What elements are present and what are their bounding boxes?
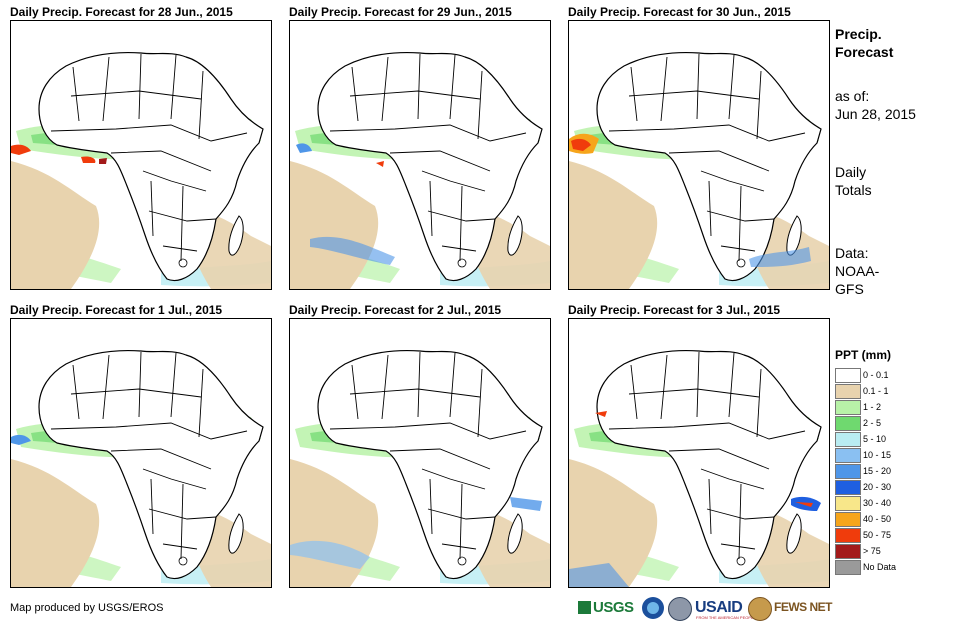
forecast-panel-1jul: Daily Precip. Forecast for 1 Jul., 2015	[10, 302, 272, 588]
legend-swatch	[835, 480, 861, 495]
usgs-logo: USGS	[578, 598, 634, 618]
legend-row: 10 - 15	[835, 447, 955, 463]
legend-swatch	[835, 528, 861, 543]
asof-label: as of:	[835, 88, 870, 104]
panel-title: Daily Precip. Forecast for 1 Jul., 2015	[10, 303, 223, 317]
legend-row: 40 - 50	[835, 511, 955, 527]
precip-legend: PPT (mm) 0 - 0.1 0.1 - 1 1 - 2 2 - 5 5 - 10 1…	[835, 348, 955, 575]
legend-row: 15 - 20	[835, 463, 955, 479]
legend-swatch	[835, 432, 861, 447]
forecast-panel-3jul: Daily Precip. Forecast for 3 Jul., 2015	[568, 302, 830, 588]
legend-swatch	[835, 560, 861, 575]
sidebar-title-line1: Precip.	[835, 26, 882, 42]
legend-row: No Data	[835, 559, 955, 575]
africa-map	[290, 21, 550, 289]
legend-swatch	[835, 416, 861, 431]
noaa-logo-icon	[642, 597, 664, 619]
data-line3: GFS	[835, 281, 864, 297]
data-line2: NOAA-	[835, 263, 880, 279]
sidebar-totals: Daily Totals	[835, 163, 872, 199]
legend-row: 0 - 0.1	[835, 367, 955, 383]
africa-map	[11, 21, 271, 289]
legend-label: 50 - 75	[863, 530, 892, 540]
precip-map	[10, 318, 272, 588]
legend-row: 1 - 2	[835, 399, 955, 415]
legend-swatch	[835, 400, 861, 415]
legend-label: 5 - 10	[863, 434, 887, 444]
africa-map	[290, 319, 550, 587]
legend-row: 5 - 10	[835, 431, 955, 447]
panel-title: Daily Precip. Forecast for 28 Jun., 2015	[10, 5, 233, 19]
legend-row: 2 - 5	[835, 415, 955, 431]
legend-row: > 75	[835, 543, 955, 559]
legend-rows: 0 - 0.1 0.1 - 1 1 - 2 2 - 5 5 - 10 10 - 15 15 …	[835, 367, 955, 575]
legend-label: 2 - 5	[863, 418, 882, 428]
legend-swatch	[835, 368, 861, 383]
legend-row: 50 - 75	[835, 527, 955, 543]
panel-title: Daily Precip. Forecast for 3 Jul., 2015	[568, 303, 781, 317]
legend-label: 10 - 15	[863, 450, 892, 460]
precip-map	[289, 318, 551, 588]
panel-title: Daily Precip. Forecast for 2 Jul., 2015	[289, 303, 502, 317]
data-line1: Data:	[835, 245, 869, 261]
africa-map	[11, 319, 271, 587]
seal-logo-icon	[668, 597, 692, 621]
forecast-panel-2jul: Daily Precip. Forecast for 2 Jul., 2015	[289, 302, 551, 588]
sidebar-asof: as of: Jun 28, 2015	[835, 87, 916, 123]
map-credit: Map produced by USGS/EROS	[10, 602, 164, 614]
totals-line1: Daily	[835, 164, 867, 180]
sidebar-title: Precip. Forecast	[835, 25, 893, 61]
fewsnet-wordmark: FEWS NET	[774, 600, 833, 614]
legend-label: 1 - 2	[863, 402, 882, 412]
legend-label: No Data	[863, 562, 897, 572]
fewsnet-mark-icon	[748, 597, 772, 621]
forecast-panel-30jun: Daily Precip. Forecast for 30 Jun., 2015	[568, 4, 830, 290]
legend-swatch	[835, 448, 861, 463]
africa-map	[569, 21, 829, 289]
asof-date: Jun 28, 2015	[835, 106, 916, 122]
legend-label: 0 - 0.1	[863, 370, 889, 380]
totals-line2: Totals	[835, 182, 872, 198]
legend-label: 40 - 50	[863, 514, 892, 524]
forecast-panel-28jun: Daily Precip. Forecast for 28 Jun., 2015	[10, 4, 272, 290]
legend-row: 30 - 40	[835, 495, 955, 511]
sidebar-title-line2: Forecast	[835, 44, 894, 60]
precip-map	[568, 318, 830, 588]
panel-title: Daily Precip. Forecast for 30 Jun., 2015	[568, 5, 791, 19]
precip-map	[568, 20, 830, 290]
usgs-wordmark: USGS	[593, 599, 634, 616]
legend-row: 20 - 30	[835, 479, 955, 495]
legend-label: 0.1 - 1	[863, 386, 889, 396]
legend-swatch	[835, 544, 861, 559]
usaid-wordmark: USAID	[695, 599, 743, 616]
legend-label: 15 - 20	[863, 466, 892, 476]
sponsor-logos: USGS USAID FROM THE AMERICAN PEOPLE FEWS…	[578, 596, 833, 622]
panel-title: Daily Precip. Forecast for 29 Jun., 2015	[289, 5, 512, 19]
sidebar-data-source: Data: NOAA- GFS	[835, 244, 879, 298]
legend-label: > 75	[863, 546, 881, 556]
legend-row: 0.1 - 1	[835, 383, 955, 399]
africa-map	[569, 319, 829, 587]
legend-swatch	[835, 512, 861, 527]
legend-label: 20 - 30	[863, 482, 892, 492]
usgs-mark-icon	[578, 601, 591, 614]
legend-swatch	[835, 384, 861, 399]
forecast-panel-29jun: Daily Precip. Forecast for 29 Jun., 2015	[289, 4, 551, 290]
usaid-tagline: FROM THE AMERICAN PEOPLE	[696, 615, 756, 620]
legend-swatch	[835, 496, 861, 511]
precip-map	[289, 20, 551, 290]
legend-label: 30 - 40	[863, 498, 892, 508]
legend-swatch	[835, 464, 861, 479]
precip-map	[10, 20, 272, 290]
legend-title: PPT (mm)	[835, 348, 892, 362]
